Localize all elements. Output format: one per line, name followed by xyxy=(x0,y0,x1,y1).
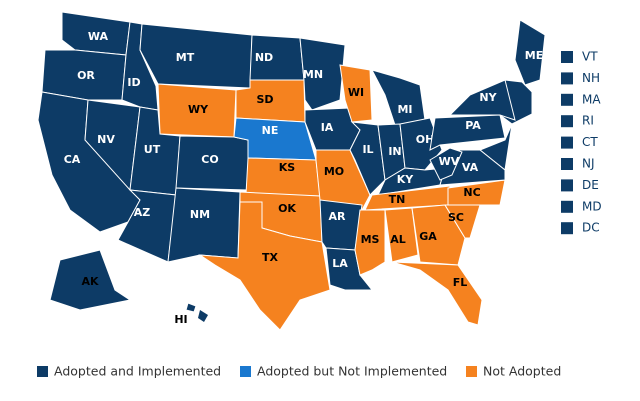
state-label: FL xyxy=(453,276,468,289)
state-label: LA xyxy=(332,257,348,270)
state-shape xyxy=(198,201,331,331)
state-shape xyxy=(514,19,546,86)
small-state-label: VT xyxy=(582,50,598,64)
small-state-label: DE xyxy=(582,178,599,192)
state-label: MO xyxy=(324,165,344,178)
state-label: KY xyxy=(397,173,415,186)
small-state-label: CT xyxy=(582,135,598,149)
state-label: WV xyxy=(439,155,460,168)
state-shape xyxy=(384,207,419,263)
legend-swatch xyxy=(240,366,251,377)
state-label: WY xyxy=(188,103,209,116)
state-label: AK xyxy=(81,275,99,288)
small-state-box xyxy=(561,179,573,192)
state-label: CO xyxy=(201,153,218,166)
state-label: NC xyxy=(463,186,480,199)
state-label: IN xyxy=(388,145,401,158)
state-label: UT xyxy=(144,143,161,156)
state-label: ND xyxy=(255,51,273,64)
small-state-box xyxy=(561,200,573,213)
state-label: IA xyxy=(321,121,334,134)
state-label: ME xyxy=(525,49,543,62)
small-state-box xyxy=(561,93,573,106)
state-label: PA xyxy=(465,119,481,132)
small-state-box xyxy=(561,115,573,128)
state-shape xyxy=(448,79,516,121)
small-state-label: MA xyxy=(582,92,601,106)
state-shape xyxy=(49,249,132,311)
small-state-box xyxy=(561,72,573,85)
state-label: CA xyxy=(64,153,81,166)
state-label: MS xyxy=(361,233,380,246)
small-state-label: NJ xyxy=(582,157,595,171)
small-state-label: MD xyxy=(582,199,602,213)
legend-label: Adopted and Implemented xyxy=(54,364,221,379)
state-label: VA xyxy=(462,161,479,174)
state-shape xyxy=(139,23,253,89)
small-state-label: RI xyxy=(582,114,594,128)
small-state-box xyxy=(561,158,573,170)
state-shape xyxy=(185,302,197,313)
state-label: ID xyxy=(127,76,140,89)
state-label: OH xyxy=(416,133,435,146)
state-shape xyxy=(371,69,426,126)
state-label: NE xyxy=(262,124,279,137)
state-label: NY xyxy=(479,91,497,104)
small-state-box xyxy=(561,51,573,63)
state-shape xyxy=(429,147,463,181)
state-shape xyxy=(447,179,506,206)
state-shape xyxy=(391,261,483,326)
state-label: WA xyxy=(88,30,109,43)
state-shape xyxy=(167,187,241,263)
state-shape xyxy=(198,310,208,322)
state-label: WI xyxy=(348,86,364,99)
state-label: MN xyxy=(303,68,323,81)
state-label: SD xyxy=(256,93,273,106)
legend-label: Adopted but Not Implemented xyxy=(257,364,447,379)
state-label: NM xyxy=(190,208,210,221)
state-label: KS xyxy=(279,161,296,174)
state-label: AL xyxy=(390,233,406,246)
state-label: AZ xyxy=(134,206,151,219)
small-state-label: DC xyxy=(582,221,600,235)
state-label: MT xyxy=(176,51,195,64)
legend-swatch xyxy=(37,366,48,377)
state-label: TX xyxy=(262,251,279,264)
legend-swatch xyxy=(466,366,477,377)
small-state-label: NH xyxy=(582,71,600,85)
state-label: OR xyxy=(77,69,95,82)
state-label: NV xyxy=(97,133,115,146)
state-label: AR xyxy=(329,210,347,223)
small-state-box xyxy=(561,222,573,235)
state-label: TN xyxy=(389,193,406,206)
state-label: HI xyxy=(174,313,187,326)
small-state-box xyxy=(561,136,573,149)
state-label: SC xyxy=(448,211,464,224)
legend-label: Not Adopted xyxy=(483,364,561,379)
state-label: OK xyxy=(278,202,296,215)
state-label: MI xyxy=(397,103,412,116)
state-label: GA xyxy=(419,230,437,243)
state-shape xyxy=(411,204,466,266)
state-shape xyxy=(339,64,373,123)
state-label: IL xyxy=(362,143,373,156)
